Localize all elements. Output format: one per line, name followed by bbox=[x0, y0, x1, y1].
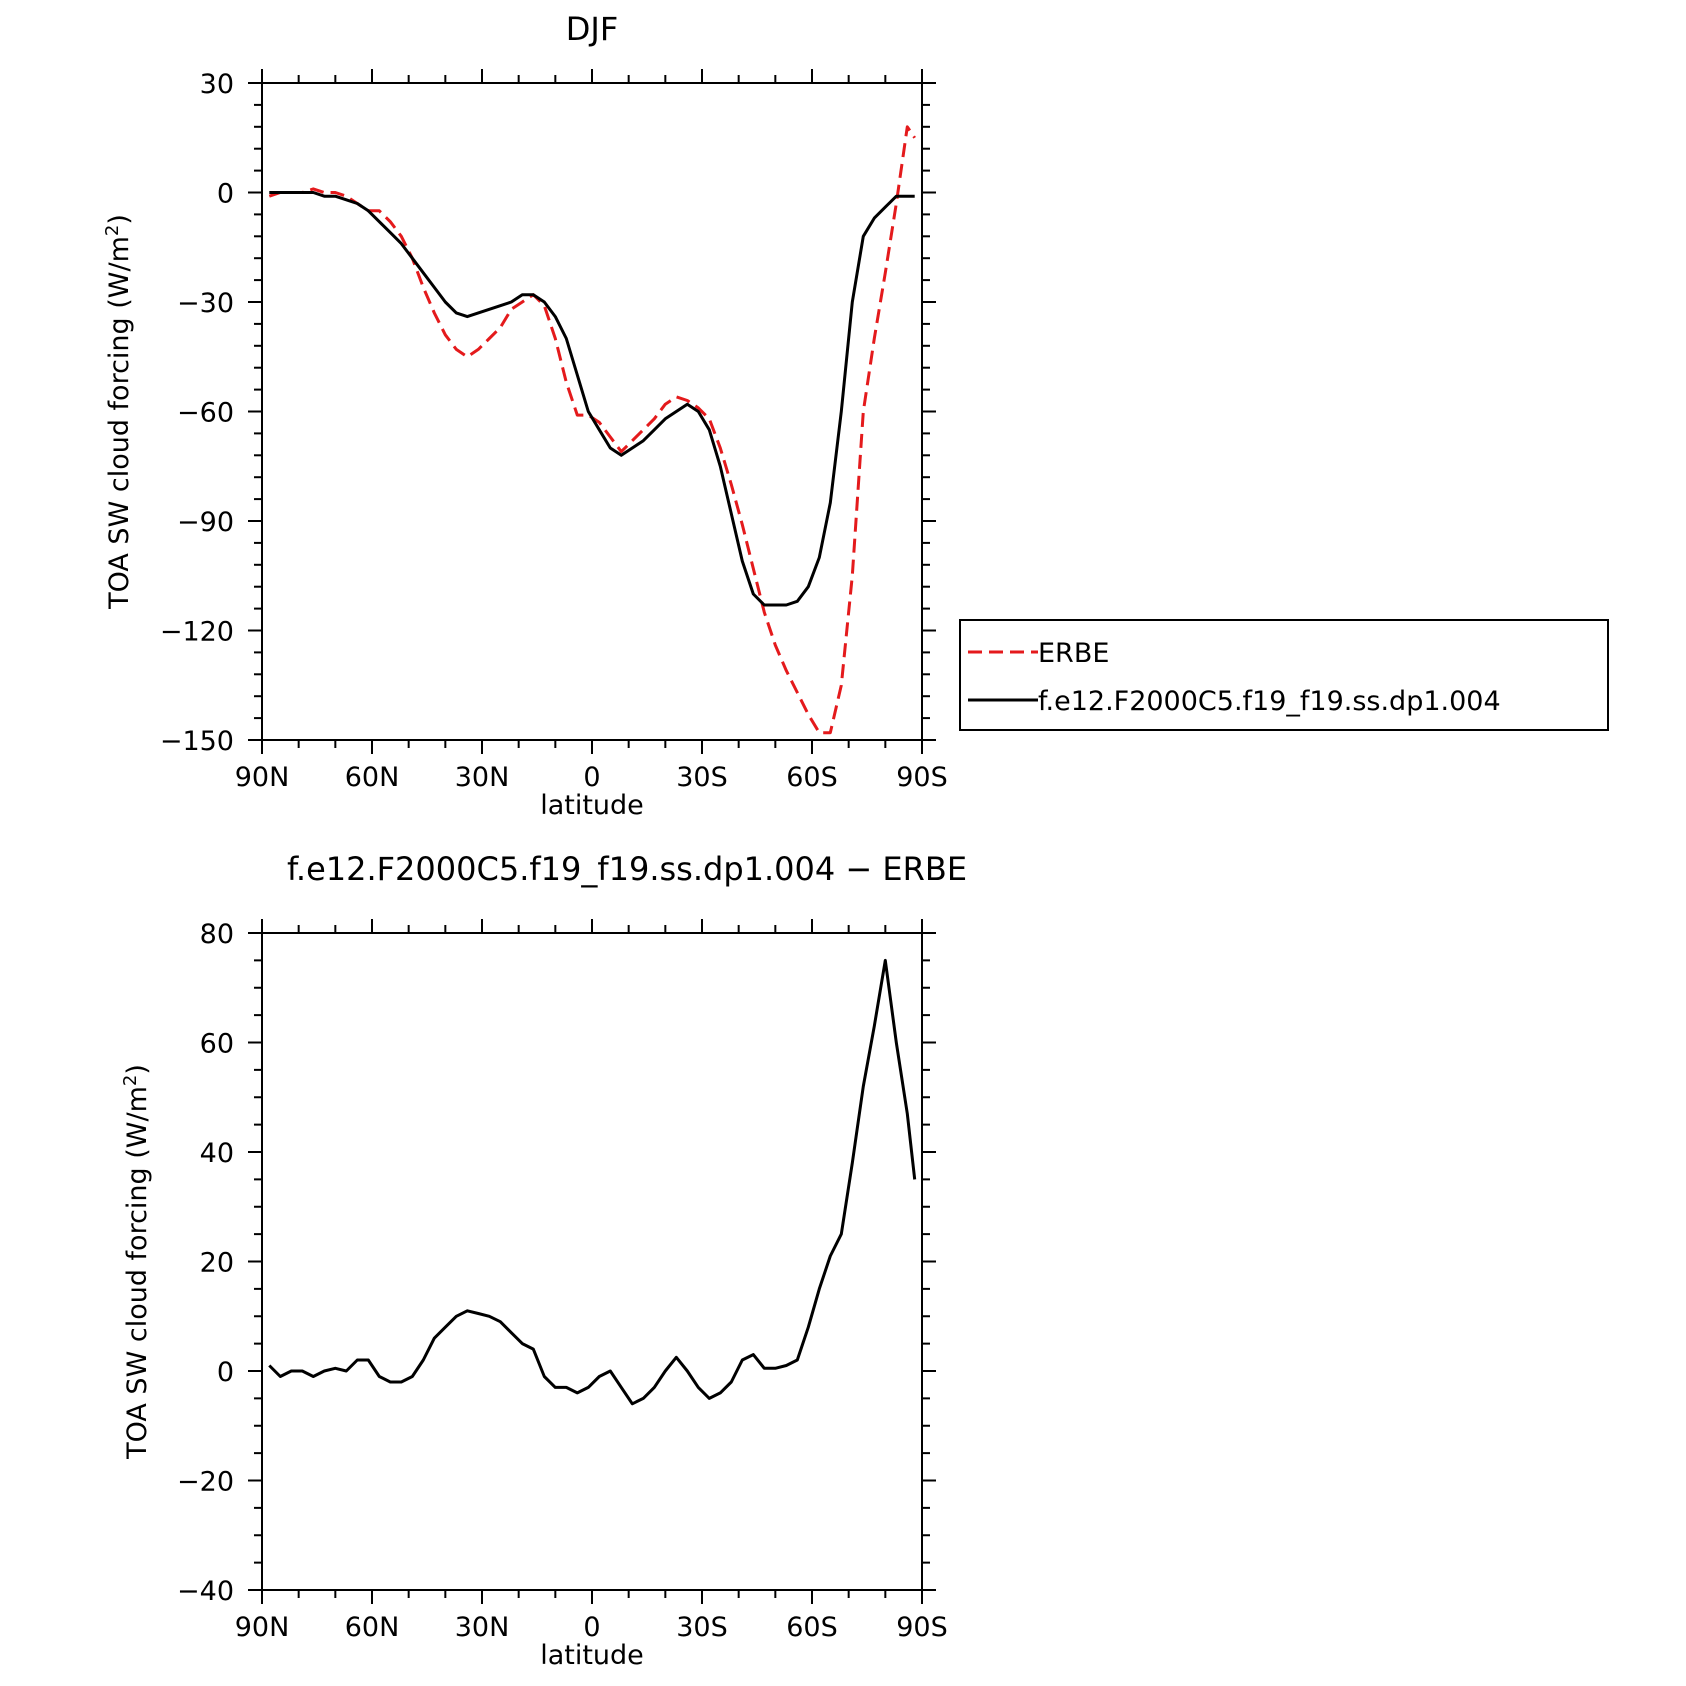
x-tick-label: 60S bbox=[786, 1612, 838, 1643]
y-tick-label: 0 bbox=[217, 179, 234, 210]
y-tick-label: −90 bbox=[177, 507, 234, 538]
y-tick-label: −20 bbox=[177, 1467, 234, 1498]
plot-frame bbox=[261, 932, 923, 1591]
x-tick-label: 90N bbox=[235, 1612, 290, 1643]
x-tick-label: 0 bbox=[583, 762, 600, 793]
y-tick-label: 60 bbox=[200, 1029, 234, 1060]
x-tick-label: 90N bbox=[235, 762, 290, 793]
y-tick-label: −150 bbox=[160, 726, 234, 757]
series-line-difference bbox=[268, 958, 917, 1406]
y-tick-label: −30 bbox=[177, 288, 234, 319]
bottom-panel-difference: 90N 60N 30N 0 30S 60S 90S 80 60 40 20 0 −20 −40 f.e12.… bbox=[120, 850, 967, 1671]
series-line-erbe bbox=[268, 125, 916, 735]
y-tick-label: −60 bbox=[177, 398, 234, 429]
y-tick-label: 80 bbox=[200, 919, 234, 950]
y-tick-label: −120 bbox=[160, 617, 234, 648]
legend: ERBE f.e12.F2000C5.f19_f19.ss.dp1.004 bbox=[959, 619, 1609, 731]
x-tick-label: 60S bbox=[786, 762, 838, 793]
y-tick-label: 40 bbox=[200, 1138, 234, 1169]
top-panel-djf: 90N 60N 30N 0 30S 60S 90S 30 0 −30 −60 −90 −120 −150 D… bbox=[102, 10, 1609, 821]
legend-label: f.e12.F2000C5.f19_f19.ss.dp1.004 bbox=[1038, 686, 1501, 717]
x-tick-label: 30N bbox=[455, 1612, 510, 1643]
legend-box bbox=[959, 619, 1609, 731]
x-tick-label: 30N bbox=[455, 762, 510, 793]
plot-frame bbox=[261, 82, 923, 741]
x-tick-label: 30S bbox=[676, 762, 728, 793]
x-tick-label: 90S bbox=[896, 1612, 948, 1643]
x-tick-label: 60N bbox=[345, 1612, 400, 1643]
y-axis-label: TOA SW cloud forcing (W/m2) bbox=[120, 1064, 153, 1460]
x-axis-label: latitude bbox=[540, 790, 644, 821]
y-tick-label: 30 bbox=[200, 69, 234, 100]
chart-title: f.e12.F2000C5.f19_f19.ss.dp1.004 − ERBE bbox=[287, 850, 967, 888]
y-axis-label: TOA SW cloud forcing (W/m2) bbox=[102, 214, 135, 610]
legend-label: ERBE bbox=[1038, 638, 1109, 669]
x-tick-label: 90S bbox=[896, 762, 948, 793]
series-line-model bbox=[269, 191, 915, 607]
chart-title: DJF bbox=[566, 10, 618, 48]
x-axis-label: latitude bbox=[540, 1640, 644, 1671]
y-tick-label: 0 bbox=[217, 1357, 234, 1388]
x-tick-label: 0 bbox=[583, 1612, 600, 1643]
y-tick-label: 20 bbox=[200, 1248, 234, 1279]
x-tick-label: 60N bbox=[345, 762, 400, 793]
y-tick-label: −40 bbox=[177, 1576, 234, 1607]
x-tick-label: 30S bbox=[676, 1612, 728, 1643]
